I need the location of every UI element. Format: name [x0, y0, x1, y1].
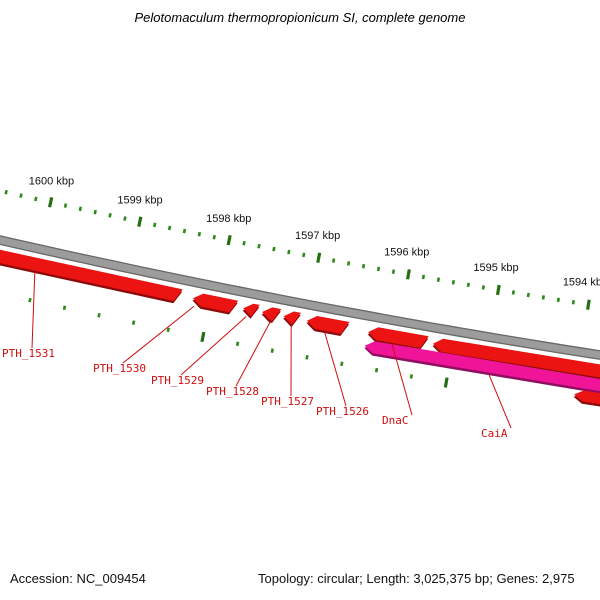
scale-label-1595: 1595 kbp: [473, 262, 518, 274]
gene-label-PTH_1529: PTH_1529: [151, 374, 204, 387]
gene-label-DnaC: DnaC: [382, 414, 409, 427]
gene-leader-line-PTH_1530: [122, 305, 195, 364]
feature-tick-upper: [226, 234, 232, 246]
gene-leader-line-PTH_1531: [31, 271, 36, 349]
scale-label-1597: 1597 kbp: [295, 230, 340, 242]
feature-tick-upper: [511, 290, 515, 295]
feature-tick-lower: [270, 348, 274, 353]
gene-arrow: [574, 390, 600, 405]
scale-label-1600: 1600 kbp: [29, 175, 74, 187]
feature-tick-upper: [78, 206, 83, 212]
feature-tick-upper: [436, 277, 441, 282]
feature-tick-upper: [541, 295, 545, 300]
genome-backbone: [0, 235, 600, 360]
feature-tick-upper: [19, 193, 23, 198]
feature-tick-upper: [34, 196, 38, 202]
gene-arrow-PTH_1528: [262, 307, 282, 321]
genome-backbone-edge: [0, 243, 600, 360]
feature-tick-upper: [361, 263, 366, 269]
gene-leader-line-PTH_1526: [323, 331, 347, 407]
topology-summary-label: Topology: circular; Length: 3,025,375 bp…: [258, 571, 575, 586]
feature-tick-lower: [166, 327, 170, 333]
feature-tick-upper: [242, 240, 246, 246]
feature-tick-lower: [305, 355, 309, 360]
gene-arrow-PTH_1531: [0, 249, 183, 301]
feature-tick-lower: [62, 305, 67, 311]
feature-tick-lower: [131, 320, 136, 325]
feature-tick-upper: [152, 222, 157, 228]
feature-tick-lower: [28, 297, 32, 303]
gene-label-PTH_1526: PTH_1526: [316, 405, 369, 418]
feature-tick-upper: [302, 252, 306, 258]
gene-label-PTH_1530: PTH_1530: [93, 362, 146, 375]
feature-tick-upper: [376, 266, 381, 272]
feature-tick-upper: [481, 285, 485, 290]
scale-label-1594: 1594 kbp: [563, 277, 600, 289]
feature-tick-upper: [421, 274, 426, 280]
gene-leader-line-DnaC: [391, 343, 413, 416]
gene-arrow-PTH_1526: [307, 316, 350, 334]
feature-tick-upper: [47, 197, 54, 208]
gene-leader-line-PTH_1528: [235, 321, 271, 387]
gene-arrow-PTH_1529: [243, 303, 260, 317]
feature-tick-upper: [526, 292, 530, 298]
gene-leader-line-PTH_1529: [180, 316, 247, 376]
feature-tick-upper: [287, 249, 291, 255]
feature-tick-lower: [97, 312, 101, 318]
gene-arrow-PTH_1530: [193, 293, 239, 313]
gene-arrow-DnaC: [368, 327, 429, 348]
feature-tick-upper: [331, 258, 336, 263]
feature-tick-upper: [137, 216, 143, 227]
feature-tick-upper: [63, 203, 68, 208]
feature-tick-upper: [4, 189, 8, 195]
gene-label-CaiA: CaiA: [481, 427, 508, 440]
gene-label-PTH_1531: PTH_1531: [2, 347, 55, 360]
feature-tick-upper: [272, 246, 276, 252]
feature-tick-upper: [405, 269, 411, 280]
scale-label-1598: 1598 kbp: [206, 213, 251, 225]
feature-tick-upper: [123, 216, 127, 221]
feature-tick-upper: [391, 269, 396, 274]
feature-tick-upper: [212, 234, 216, 240]
feature-tick-upper: [495, 284, 501, 296]
feature-tick-lower: [340, 361, 344, 367]
gene-arrow-CaiA: [364, 341, 600, 392]
feature-tick-lower: [374, 367, 379, 373]
genome-title: Pelotomaculum thermopropionicum SI, comp…: [134, 10, 466, 25]
feature-tick-upper: [586, 299, 591, 310]
scale-label-1599: 1599 kbp: [117, 194, 162, 206]
feature-tick-upper: [93, 209, 97, 215]
feature-tick-upper: [257, 243, 261, 249]
feature-tick-upper: [197, 231, 202, 237]
gene-label-PTH_1528: PTH_1528: [206, 385, 259, 398]
gene-arrow-PTH_1527: [283, 311, 301, 325]
feature-tick-lower: [235, 341, 240, 347]
feature-tick-lower: [443, 377, 449, 388]
accession-label: Accession: NC_009454: [10, 571, 146, 586]
genome-backbone-edge: [0, 235, 600, 352]
feature-tick-upper: [346, 261, 351, 266]
gene-leader-line-CaiA: [488, 374, 512, 429]
feature-tick-upper: [167, 225, 172, 231]
feature-tick-upper: [108, 213, 112, 218]
gene-label-PTH_1527: PTH_1527: [261, 395, 314, 408]
feature-tick-upper: [182, 228, 187, 234]
feature-tick-upper: [451, 279, 456, 285]
scale-label-1596: 1596 kbp: [384, 247, 429, 259]
feature-tick-upper: [556, 297, 560, 303]
feature-tick-upper: [571, 299, 576, 305]
gene-arrow: [432, 338, 600, 378]
feature-tick-upper: [316, 252, 322, 263]
feature-tick-upper: [466, 282, 470, 288]
feature-tick-lower: [409, 374, 414, 379]
feature-tick-lower: [200, 331, 206, 343]
